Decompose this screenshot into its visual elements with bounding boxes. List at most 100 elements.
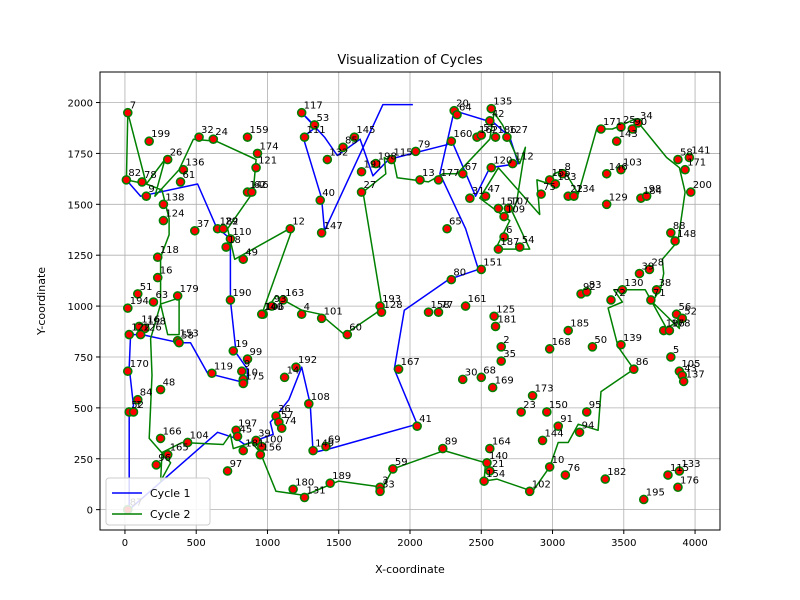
- node-point: [141, 191, 152, 201]
- node-point: [457, 168, 468, 179]
- node-point: [132, 289, 143, 299]
- node-label: 7: [130, 101, 136, 112]
- node-label: 183: [557, 172, 576, 183]
- node-label: 84: [140, 388, 153, 399]
- node-label: 120: [493, 156, 512, 167]
- node-label: 199: [151, 129, 170, 140]
- node-point: [446, 136, 457, 147]
- node-label: 20: [456, 99, 469, 110]
- node-label: 118: [160, 245, 179, 256]
- node-label: 8: [565, 162, 571, 173]
- node-point: [460, 301, 471, 311]
- node-label: 22: [570, 184, 583, 195]
- node-label: 134: [576, 184, 595, 195]
- node-point: [189, 225, 200, 236]
- node-label: 181: [498, 314, 517, 325]
- node-label: 136: [185, 158, 204, 169]
- node-label: 182: [220, 217, 239, 228]
- node-label: 111: [307, 125, 326, 136]
- x-tick-label: 3500: [611, 538, 636, 549]
- node-label: 71: [653, 288, 666, 299]
- node-label: 33: [382, 479, 395, 490]
- node-point: [664, 325, 675, 336]
- node-label: 193: [382, 294, 401, 305]
- node-point: [182, 437, 193, 448]
- node-label: 173: [535, 384, 554, 395]
- node-point: [673, 154, 683, 165]
- node-label: 98: [649, 184, 662, 195]
- node-point: [536, 189, 546, 199]
- node-point: [452, 109, 462, 120]
- node-point: [628, 364, 639, 374]
- node-point: [641, 191, 652, 201]
- node-label: 130: [624, 278, 643, 289]
- node-point: [151, 460, 162, 470]
- node-point: [251, 435, 261, 446]
- node-label: 64: [459, 103, 472, 114]
- node-label: 181: [245, 439, 264, 450]
- node-point: [158, 199, 169, 210]
- node-point: [322, 154, 333, 165]
- node-point: [238, 445, 249, 456]
- node-label: 30: [465, 367, 478, 378]
- node-point: [633, 118, 643, 128]
- node-label: 141: [691, 145, 710, 156]
- node-label: 78: [144, 170, 157, 181]
- node-label: 165: [170, 443, 189, 454]
- node-point: [574, 427, 585, 438]
- node-point: [251, 162, 261, 173]
- x-tick-label: 3000: [540, 538, 565, 549]
- node-point: [288, 484, 298, 495]
- node-point: [124, 329, 135, 340]
- node-label: 108: [311, 392, 330, 403]
- node-point: [490, 132, 501, 142]
- node-label: 24: [215, 127, 228, 138]
- node-point: [388, 464, 398, 474]
- node-point: [476, 130, 487, 140]
- node-label: 9: [148, 184, 154, 195]
- node-point: [493, 244, 504, 254]
- node-label: 50: [594, 335, 607, 346]
- y-tick-label: 2000: [68, 99, 93, 110]
- node-label: 139: [623, 333, 642, 344]
- node-label: 169: [495, 376, 514, 387]
- node-label: 10: [245, 367, 258, 378]
- node-label: 146: [250, 180, 269, 191]
- node-label: 158: [431, 300, 450, 311]
- node-label: 157: [500, 196, 519, 207]
- node-label: 138: [165, 192, 184, 203]
- node-label: 160: [453, 129, 472, 140]
- node-label: 198: [147, 316, 166, 327]
- node-point: [207, 368, 217, 379]
- node-label: 186: [498, 125, 517, 136]
- y-tick-label: 1000: [68, 302, 93, 313]
- node-point: [122, 366, 133, 377]
- node-label: 92: [583, 282, 596, 293]
- node-point: [601, 199, 612, 210]
- node-label: 48: [163, 378, 176, 389]
- node-label: 28: [651, 257, 664, 268]
- node-point: [544, 344, 555, 354]
- node-label: 10: [552, 455, 565, 466]
- x-tick-label: 4000: [682, 538, 707, 549]
- node-label: 58: [181, 331, 194, 342]
- node-point: [309, 120, 320, 130]
- node-label: 146: [609, 162, 628, 173]
- node-point: [465, 193, 475, 204]
- node-point: [485, 443, 495, 454]
- node-label: 196: [666, 319, 685, 330]
- node-label: 3: [382, 475, 388, 486]
- node-point: [446, 274, 457, 285]
- node-point: [685, 187, 696, 197]
- node-point: [666, 228, 676, 238]
- y-tick-label: 1750: [68, 149, 93, 160]
- node-label: 177: [441, 168, 460, 179]
- node-point: [255, 449, 266, 460]
- node-label: 161: [468, 294, 487, 305]
- node-label: 14: [287, 365, 300, 376]
- node-label: 135: [493, 97, 512, 108]
- node-point: [370, 158, 381, 169]
- node-label: 9: [244, 359, 250, 370]
- node-label: 74: [284, 416, 297, 427]
- node-label: 86: [636, 357, 649, 368]
